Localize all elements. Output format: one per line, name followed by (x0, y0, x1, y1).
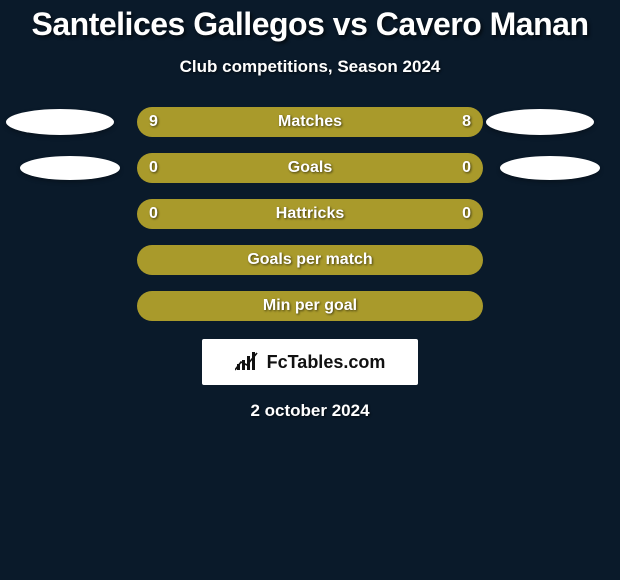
bar-chart-icon (235, 352, 261, 372)
comparison-rows: Matches 9 8 Goals 0 0 Hattricks 0 0 Goals per mat… (0, 107, 620, 321)
stat-left-value: 0 (149, 159, 158, 177)
page-title: Santelices Gallegos vs Cavero Manan (0, 0, 620, 43)
stat-bar: Hattricks 0 0 (137, 199, 483, 229)
stat-row: Min per goal (0, 291, 620, 321)
stat-right-value: 8 (462, 113, 471, 131)
stat-row: Hattricks 0 0 (0, 199, 620, 229)
left-pill-icon (20, 156, 120, 180)
logo-text: FcTables.com (267, 352, 386, 373)
stat-row: Goals 0 0 (0, 153, 620, 183)
page-subtitle: Club competitions, Season 2024 (0, 57, 620, 77)
stat-label: Goals per match (247, 251, 372, 269)
stat-right-value: 0 (462, 205, 471, 223)
logo: FcTables.com (235, 352, 386, 373)
stat-left-value: 0 (149, 205, 158, 223)
date-text: 2 october 2024 (0, 401, 620, 421)
right-pill-icon (500, 156, 600, 180)
stat-label: Goals (288, 159, 332, 177)
logo-card: FcTables.com (202, 339, 418, 385)
stat-bar: Matches 9 8 (137, 107, 483, 137)
stat-right-value: 0 (462, 159, 471, 177)
stat-bar: Min per goal (137, 291, 483, 321)
stat-left-value: 9 (149, 113, 158, 131)
right-pill-icon (486, 109, 594, 135)
stat-label: Matches (278, 113, 342, 131)
stat-bar: Goals per match (137, 245, 483, 275)
stat-row: Matches 9 8 (0, 107, 620, 137)
stat-label: Min per goal (263, 297, 357, 315)
left-pill-icon (6, 109, 114, 135)
stat-bar: Goals 0 0 (137, 153, 483, 183)
stat-label: Hattricks (276, 205, 344, 223)
stat-row: Goals per match (0, 245, 620, 275)
